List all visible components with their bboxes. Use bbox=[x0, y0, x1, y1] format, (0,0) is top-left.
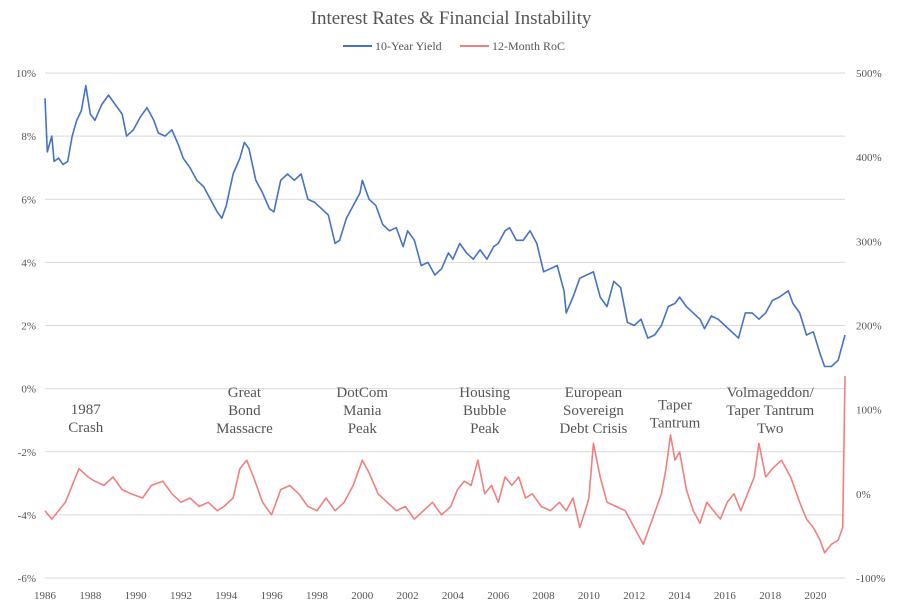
annotations: 1987 Crash Great Bond Massacre DotCom Mania Pea… bbox=[68, 385, 814, 437]
series-group bbox=[44, 84, 846, 554]
annotation-line: Peak bbox=[470, 421, 500, 437]
x-tick-label: 1990 bbox=[125, 590, 148, 602]
annotation: Volmageddon/Taper Tantrum Two bbox=[726, 385, 814, 437]
x-tick-label: 2014 bbox=[669, 590, 692, 602]
annotation-line: Sovereign bbox=[563, 403, 624, 419]
annotation-line: Great bbox=[228, 385, 262, 401]
right-tick-label: -100% bbox=[856, 573, 885, 585]
annotation-line: Peak bbox=[348, 421, 378, 437]
x-tick-label: 1992 bbox=[170, 590, 192, 602]
right-tick-label: 100% bbox=[856, 405, 882, 417]
annotation-line: Bond bbox=[228, 403, 261, 419]
legend-label-yield: 10-Year Yield bbox=[375, 39, 442, 53]
x-tick-label: 1994 bbox=[215, 590, 238, 602]
roc-line bbox=[44, 375, 846, 554]
x-tick-label: 2008 bbox=[533, 590, 556, 602]
yield-line bbox=[44, 84, 846, 368]
annotation-line: Mania bbox=[343, 403, 382, 419]
annotation-line: Volmageddon/ bbox=[727, 385, 815, 401]
annotation: Housing Bubble Peak bbox=[459, 385, 510, 437]
left-tick-label: 10% bbox=[16, 68, 36, 80]
left-tick-label: 0% bbox=[21, 384, 36, 396]
legend: 10-Year Yield 12-Month RoC bbox=[343, 39, 565, 53]
x-tick-label: 2006 bbox=[487, 590, 510, 602]
right-tick-label: 0% bbox=[856, 489, 871, 501]
annotation-line: Housing bbox=[459, 385, 510, 401]
x-tick-label: 2004 bbox=[442, 590, 465, 602]
x-tick-label: 2002 bbox=[397, 590, 419, 602]
left-tick-label: 4% bbox=[21, 257, 36, 269]
x-tick-label: 2016 bbox=[714, 590, 737, 602]
x-tick-label: 1996 bbox=[261, 590, 284, 602]
annotation-line: DotCom bbox=[336, 385, 388, 401]
left-tick-label: -2% bbox=[18, 447, 36, 459]
annotation-line: Bubble bbox=[463, 403, 507, 419]
annotation: Taper Tantrum bbox=[650, 398, 701, 432]
annotation-line: 1987 bbox=[71, 402, 102, 418]
legend-label-roc: 12-Month RoC bbox=[492, 39, 565, 53]
annotation-line: Taper Tantrum bbox=[726, 403, 814, 419]
chart-title: Interest Rates & Financial Instability bbox=[311, 8, 592, 29]
x-axis: 1986 1988 1990 1992 1994 1996 1998 2000 2002 2004… bbox=[34, 590, 827, 602]
right-tick-label: 500% bbox=[856, 68, 882, 80]
x-tick-label: 2018 bbox=[759, 590, 782, 602]
x-tick-label: 1998 bbox=[306, 590, 329, 602]
right-axis: 500% 400% 300% 200% 100% 0% -100% bbox=[856, 68, 885, 585]
x-tick-label: 1988 bbox=[79, 590, 102, 602]
annotation-line: Crash bbox=[68, 420, 103, 436]
left-axis: 10% 8% 6% 4% 2% 0% -2% -4% -6% bbox=[16, 68, 36, 585]
annotation-line: Tantrum bbox=[650, 416, 701, 432]
annotation-line: Debt Crisis bbox=[559, 421, 627, 437]
annotation: DotCom Mania Peak bbox=[336, 385, 388, 437]
annotation-line: European bbox=[565, 385, 623, 401]
x-tick-label: 1986 bbox=[34, 590, 57, 602]
left-tick-label: 6% bbox=[21, 194, 36, 206]
left-tick-label: 2% bbox=[21, 321, 36, 333]
x-tick-label: 2020 bbox=[805, 590, 828, 602]
right-tick-label: 400% bbox=[856, 152, 882, 164]
right-tick-label: 200% bbox=[856, 321, 882, 333]
left-tick-label: -6% bbox=[18, 573, 36, 585]
annotation-line: Two bbox=[757, 421, 783, 437]
annotation-line: Taper bbox=[658, 398, 692, 414]
x-tick-label: 2010 bbox=[578, 590, 601, 602]
annotation: European Sovereign Debt Crisis bbox=[559, 385, 627, 437]
right-tick-label: 300% bbox=[856, 236, 882, 248]
annotation-line: Massacre bbox=[216, 421, 273, 437]
x-tick-label: 2012 bbox=[623, 590, 645, 602]
x-tick-label: 2000 bbox=[351, 590, 374, 602]
annotation: 1987 Crash bbox=[68, 402, 103, 436]
annotation: Great Bond Massacre bbox=[216, 385, 273, 437]
left-tick-label: 8% bbox=[21, 131, 36, 143]
left-tick-label: -4% bbox=[18, 510, 36, 522]
